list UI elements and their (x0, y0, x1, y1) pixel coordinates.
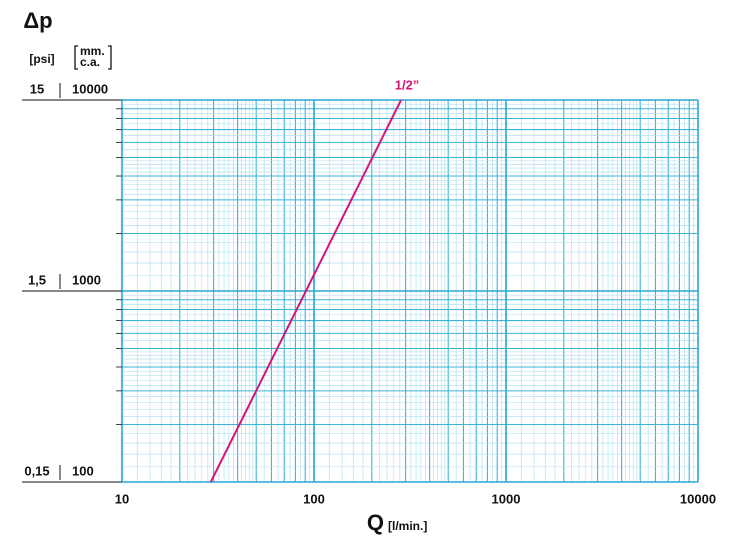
y2-tick-label: 1,5 (28, 272, 46, 287)
x-axis-unit: [l/min.] (388, 519, 427, 533)
y-axis-label: c.a. (80, 55, 100, 69)
series-line (209, 99, 402, 483)
chart-title: Δp (23, 8, 52, 33)
y-axis-label: mm. (80, 44, 105, 58)
series-label: 1/2” (395, 77, 420, 92)
y-tick-label: 10000 (72, 81, 108, 96)
y2-tick-label: 15 (30, 81, 44, 96)
bracket (74, 45, 112, 70)
x-tick-label: 1000 (492, 491, 521, 506)
x-tick-label: 10 (115, 491, 129, 506)
y-tick-label: 1000 (72, 272, 101, 287)
x-axis-label: Q (367, 510, 384, 535)
x-tick-label: 100 (303, 491, 325, 506)
y-tick-label: 100 (72, 463, 94, 478)
y2-axis-label: [psi] (29, 52, 54, 66)
y2-tick-label: 0,15 (24, 463, 49, 478)
grid (121, 99, 699, 483)
x-tick-label: 10000 (680, 491, 716, 506)
